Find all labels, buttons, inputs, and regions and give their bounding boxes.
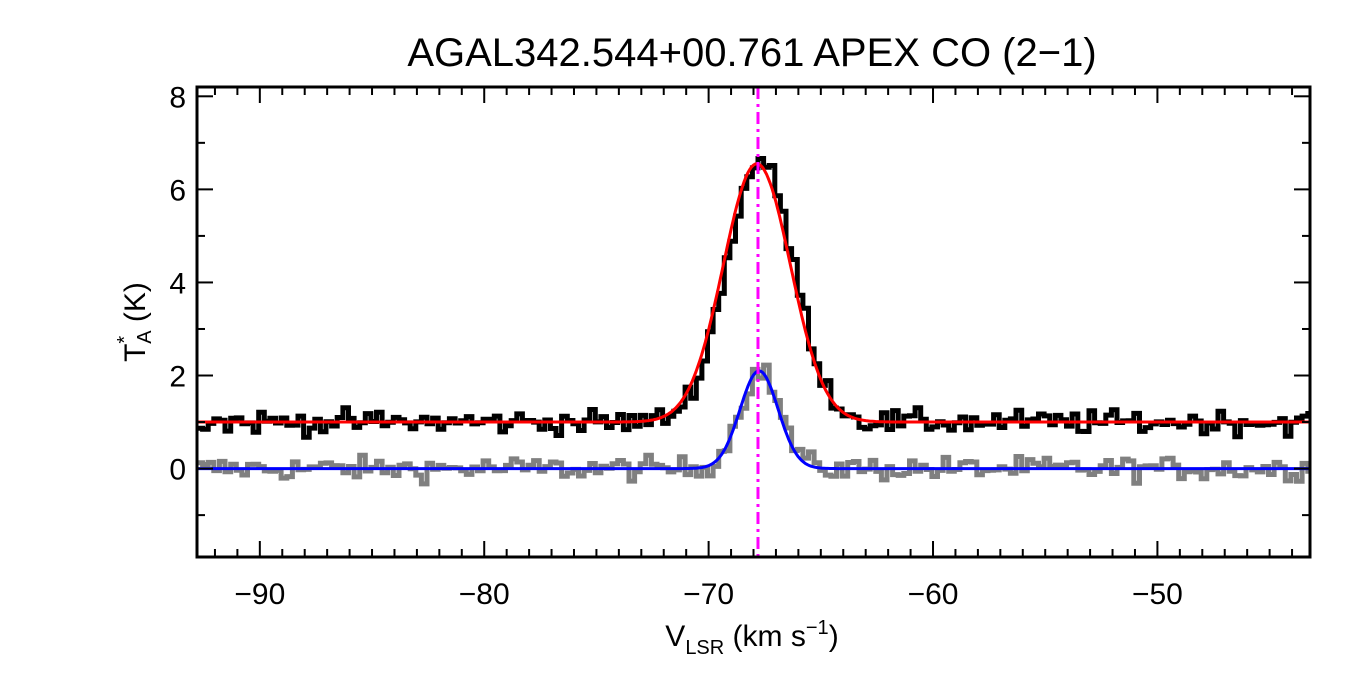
x-axis-label-unit: (km s (724, 620, 806, 653)
series-1 (197, 162, 1310, 424)
x-tick-label: −70 (683, 578, 734, 611)
y-axis-label-main: T (119, 344, 152, 362)
plot-frame (195, 85, 1312, 559)
y-tick-labels: 0 2 4 6 8 (169, 81, 186, 486)
y-tick-label: 2 (169, 361, 186, 394)
y-axis-label-sup: * (114, 336, 136, 344)
chart-title: AGAL342.544+00.761 APEX CO (2−1) (407, 31, 1096, 75)
ticks-layer (197, 87, 1310, 557)
series-3 (197, 369, 1310, 471)
x-tick-labels: −90 −80 −70 −60 −50 (234, 578, 1182, 611)
x-tick-label: −80 (459, 578, 510, 611)
series-layer (197, 156, 1310, 487)
y-tick-label: 6 (169, 174, 186, 207)
x-tick-label: −60 (908, 578, 959, 611)
y-axis-label-unit: (K) (119, 282, 152, 330)
y-axis-label-sub: A (134, 330, 156, 344)
y-axis-label: T*A (K) (114, 282, 156, 362)
y-tick-label: 4 (169, 267, 186, 300)
x-tick-label: −90 (234, 578, 285, 611)
x-axis-label-sup: −1 (806, 617, 829, 639)
y-tick-label: 0 (169, 454, 186, 487)
x-tick-label: −50 (1132, 578, 1183, 611)
x-axis-label-close: ) (829, 620, 839, 653)
x-axis-label: VLSR (km s−1) (665, 617, 838, 659)
y-tick-label: 8 (169, 81, 186, 114)
series-0 (197, 156, 1310, 440)
x-axis-label-sub: LSR (685, 637, 724, 659)
plot-area (195, 85, 1312, 559)
x-axis-label-main: V (665, 620, 685, 653)
